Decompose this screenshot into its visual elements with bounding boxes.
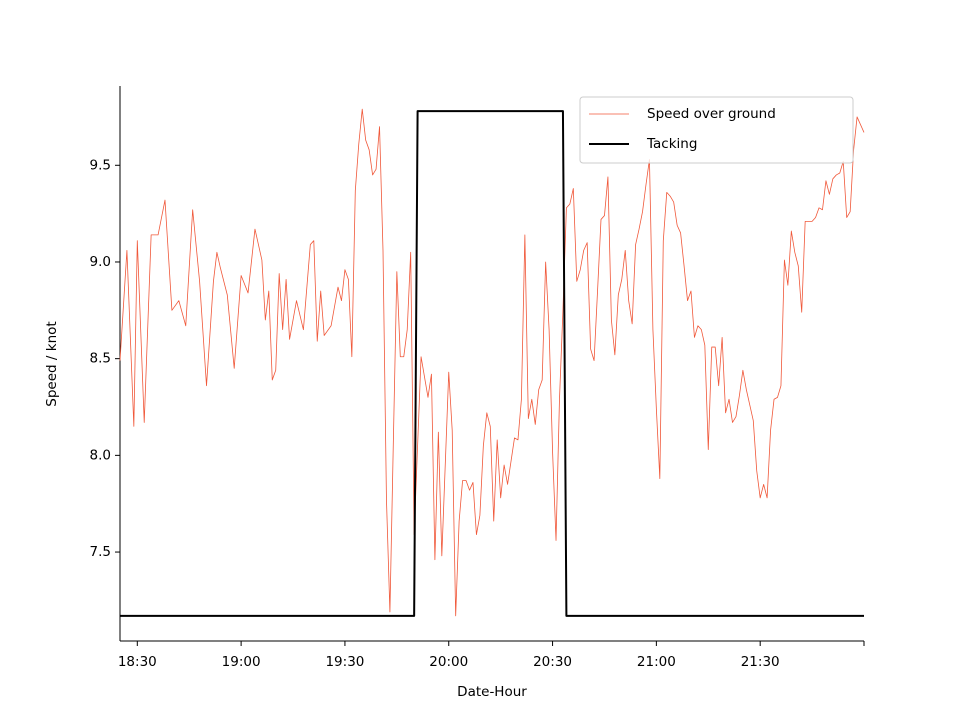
y-tick-label: 7.5 <box>90 544 111 560</box>
legend-label: Tacking <box>646 136 697 152</box>
legend-label: Speed over ground <box>647 106 776 122</box>
x-tick-label: 21:00 <box>637 654 676 670</box>
x-tick-label: 20:30 <box>533 654 572 670</box>
x-tick-label: 21:30 <box>741 654 780 670</box>
series-line <box>119 108 865 617</box>
x-tick-label: 18:30 <box>118 654 157 670</box>
x-tick-label: 19:30 <box>325 654 364 670</box>
y-tick-label: 8.0 <box>90 447 111 463</box>
legend-box <box>579 96 854 164</box>
y-tick-label: 8.5 <box>90 351 111 367</box>
x-tick-label: 19:00 <box>222 654 261 670</box>
y-axis-label: Speed / knot <box>44 321 60 406</box>
x-axis-label: Date-Hour <box>457 684 527 700</box>
series-line <box>120 110 864 617</box>
y-tick-label: 9.5 <box>90 157 111 173</box>
y-tick-label: 9.0 <box>90 254 111 270</box>
x-tick-label: 20:00 <box>429 654 468 670</box>
